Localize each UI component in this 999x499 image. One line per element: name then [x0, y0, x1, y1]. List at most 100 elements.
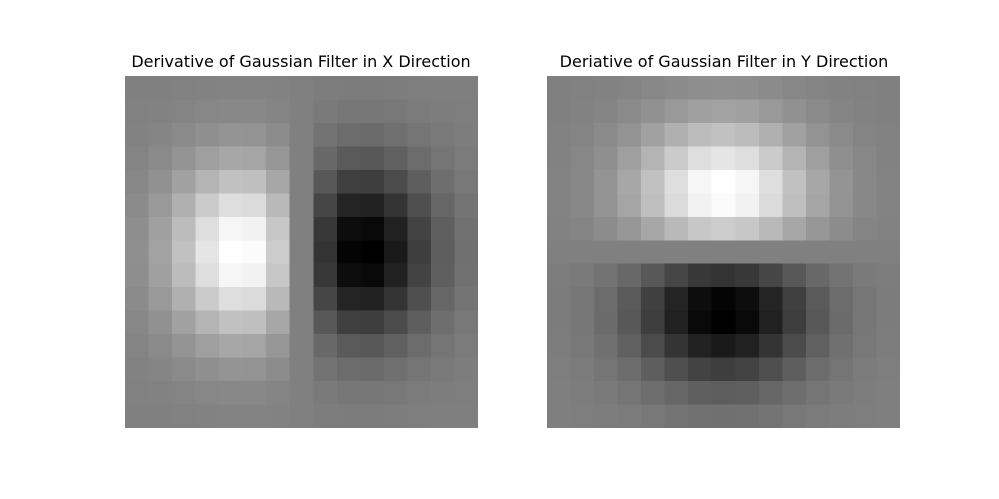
heatmap-cell [711, 381, 736, 406]
heatmap-cell [430, 193, 456, 218]
heatmap-cell [570, 310, 595, 335]
heatmap-cell [407, 357, 432, 382]
heatmap-cell [829, 334, 854, 359]
heatmap-cell [242, 99, 267, 124]
heatmap-cell [125, 263, 150, 288]
heatmap-cell [570, 334, 595, 359]
heatmap-cell [195, 99, 220, 124]
heatmap-cell [594, 381, 619, 406]
heatmap-cell [383, 240, 408, 265]
heatmap-cell [407, 216, 432, 241]
heatmap-cell [805, 146, 830, 171]
heatmap-cell [547, 263, 572, 288]
heatmap-cell [852, 310, 878, 335]
heatmap-cell [172, 169, 197, 194]
heatmap-cell [383, 334, 408, 359]
heatmap-cell [125, 381, 150, 406]
heatmap-cell [360, 76, 385, 101]
heatmap-cell [430, 240, 456, 265]
heatmap-cell [711, 76, 736, 101]
heatmap-cell [617, 334, 642, 359]
heatmap-cell [876, 263, 900, 288]
heatmap-cell [125, 357, 150, 382]
heatmap-cell [148, 334, 173, 359]
heatmap-cell [547, 193, 572, 218]
heatmap-cell [313, 169, 338, 194]
heatmap-cell [219, 146, 244, 171]
heatmap-cell [852, 146, 878, 171]
heatmap-cell [148, 76, 173, 101]
heatmap-cell [407, 146, 432, 171]
heatmap-cell [782, 169, 807, 194]
heatmap-cell [805, 310, 830, 335]
heatmap-cell [454, 193, 478, 218]
heatmap-cell [852, 334, 878, 359]
heatmap-cell [148, 146, 173, 171]
heatmap-cell [735, 310, 760, 335]
heatmap-cell [570, 287, 595, 312]
heatmap-cell [383, 381, 408, 406]
heatmap-cell [195, 216, 220, 241]
heatmap-cell [454, 404, 478, 428]
heatmap-cell [172, 76, 197, 101]
heatmap-cell [805, 122, 830, 147]
heatmap-cell [289, 76, 314, 101]
heatmap-cell [852, 99, 878, 124]
heatmap-cell [570, 146, 595, 171]
heatmap-cell [336, 193, 361, 218]
heatmap-cell [664, 334, 689, 359]
heatmap-cell [711, 99, 736, 124]
heatmap-cell [195, 381, 220, 406]
heatmap-cell [547, 169, 572, 194]
heatmap-cell [876, 169, 900, 194]
heatmap-cell [758, 310, 783, 335]
heatmap-cell [313, 357, 338, 382]
heatmap-cell [313, 263, 338, 288]
heatmap-cell [383, 263, 408, 288]
heatmap-cell [289, 357, 314, 382]
heatmap-cell [242, 193, 267, 218]
heatmap-cell [125, 76, 150, 101]
heatmap-cell [266, 99, 291, 124]
heatmap-cell [313, 122, 338, 147]
heatmap-cell [876, 240, 900, 265]
heatmap-cell [594, 76, 619, 101]
heatmap-cell [688, 404, 713, 428]
heatmap-cell [758, 193, 783, 218]
heatmap-cell [360, 240, 385, 265]
heatmap-cell [454, 76, 478, 101]
heatmap-cell [242, 404, 267, 428]
heatmap-cell [641, 240, 666, 265]
heatmap-cell [617, 404, 642, 428]
heatmap-cell [125, 404, 150, 428]
heatmap-cell [360, 404, 385, 428]
heatmap-cell [172, 193, 197, 218]
heatmap-cell [852, 193, 878, 218]
heatmap-cell [266, 287, 291, 312]
heatmap-cell [570, 381, 595, 406]
heatmap-cell [570, 263, 595, 288]
heatmap-cell [125, 146, 150, 171]
heatmap-cell [336, 76, 361, 101]
heatmap-cell [430, 381, 456, 406]
heatmap-cell [195, 310, 220, 335]
heatmap-cell [242, 216, 267, 241]
heatmap-cell [289, 404, 314, 428]
heatmap-cell [407, 122, 432, 147]
heatmap-cell [430, 357, 456, 382]
heatmap-cell [570, 404, 595, 428]
heatmap-cell [336, 310, 361, 335]
heatmap-cell [360, 263, 385, 288]
heatmap-cell [688, 381, 713, 406]
heatmap-cell [547, 404, 572, 428]
heatmap-cell [547, 240, 572, 265]
heatmap-cell [172, 122, 197, 147]
heatmap-cell [641, 404, 666, 428]
heatmap-cell [758, 357, 783, 382]
heatmap-cell [735, 193, 760, 218]
heatmap-cell [664, 193, 689, 218]
heatmap-cell [641, 146, 666, 171]
heatmap-cell [641, 122, 666, 147]
heatmap-cell [242, 381, 267, 406]
